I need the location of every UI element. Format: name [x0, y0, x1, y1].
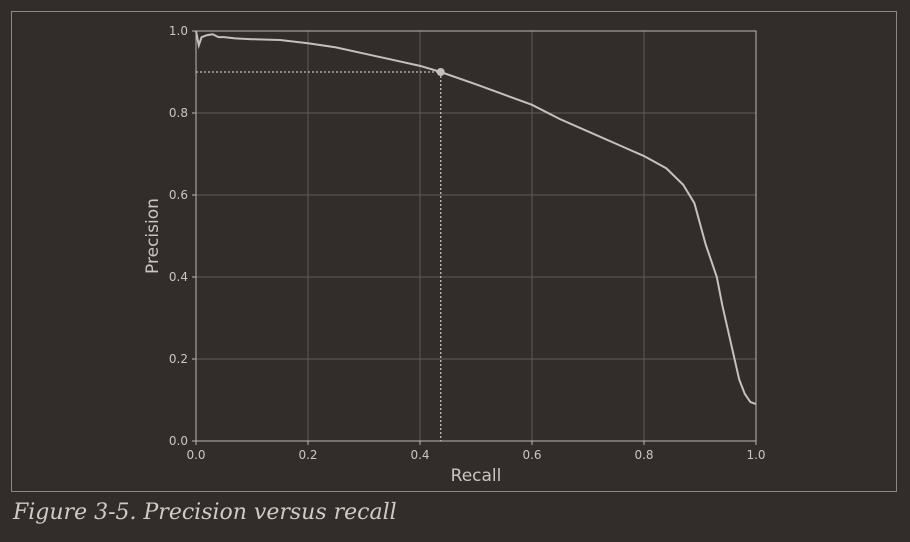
- x-tick-label: 0.4: [410, 448, 429, 462]
- precision-recall-curve: [195, 30, 757, 406]
- y-axis-label: Precision: [143, 198, 163, 274]
- y-tick-label: 0.2: [169, 352, 188, 366]
- y-tick-label: 0.8: [169, 106, 188, 120]
- x-tick-label: 0.8: [634, 448, 653, 462]
- x-axis-label: Recall: [451, 466, 502, 486]
- x-tick-label: 0.6: [522, 448, 541, 462]
- y-tick-label: 0.6: [169, 188, 188, 202]
- y-tick-label: 0.0: [169, 434, 188, 448]
- precision-recall-chart: 0.0 0.2 0.4 0.6 0.8 1.0 0.0 0.2 0.4 0.6 0.8 1.0 Re…: [143, 24, 766, 486]
- threshold-reference-lines: [196, 71, 442, 441]
- x-tick-label: 0.0: [186, 448, 205, 462]
- threshold-marker-point: [436, 68, 445, 76]
- x-tick-label: 1.0: [746, 448, 765, 462]
- figure-caption: Figure 3-5. Precision versus recall: [13, 500, 397, 525]
- y-tick-label: 1.0: [169, 24, 188, 38]
- x-tick-label: 0.2: [298, 448, 317, 462]
- figure-frame: 0.0 0.2 0.4 0.6 0.8 1.0 0.0 0.2 0.4 0.6 0.8 1.0 Re…: [11, 11, 897, 492]
- x-axis-ticks: 0.0 0.2 0.4 0.6 0.8 1.0: [186, 441, 766, 462]
- y-tick-label: 0.4: [169, 270, 188, 284]
- y-axis-ticks: 0.0 0.2 0.4 0.6 0.8 1.0: [169, 24, 196, 448]
- axes-box: [195, 30, 757, 442]
- grid-lines: [195, 30, 757, 442]
